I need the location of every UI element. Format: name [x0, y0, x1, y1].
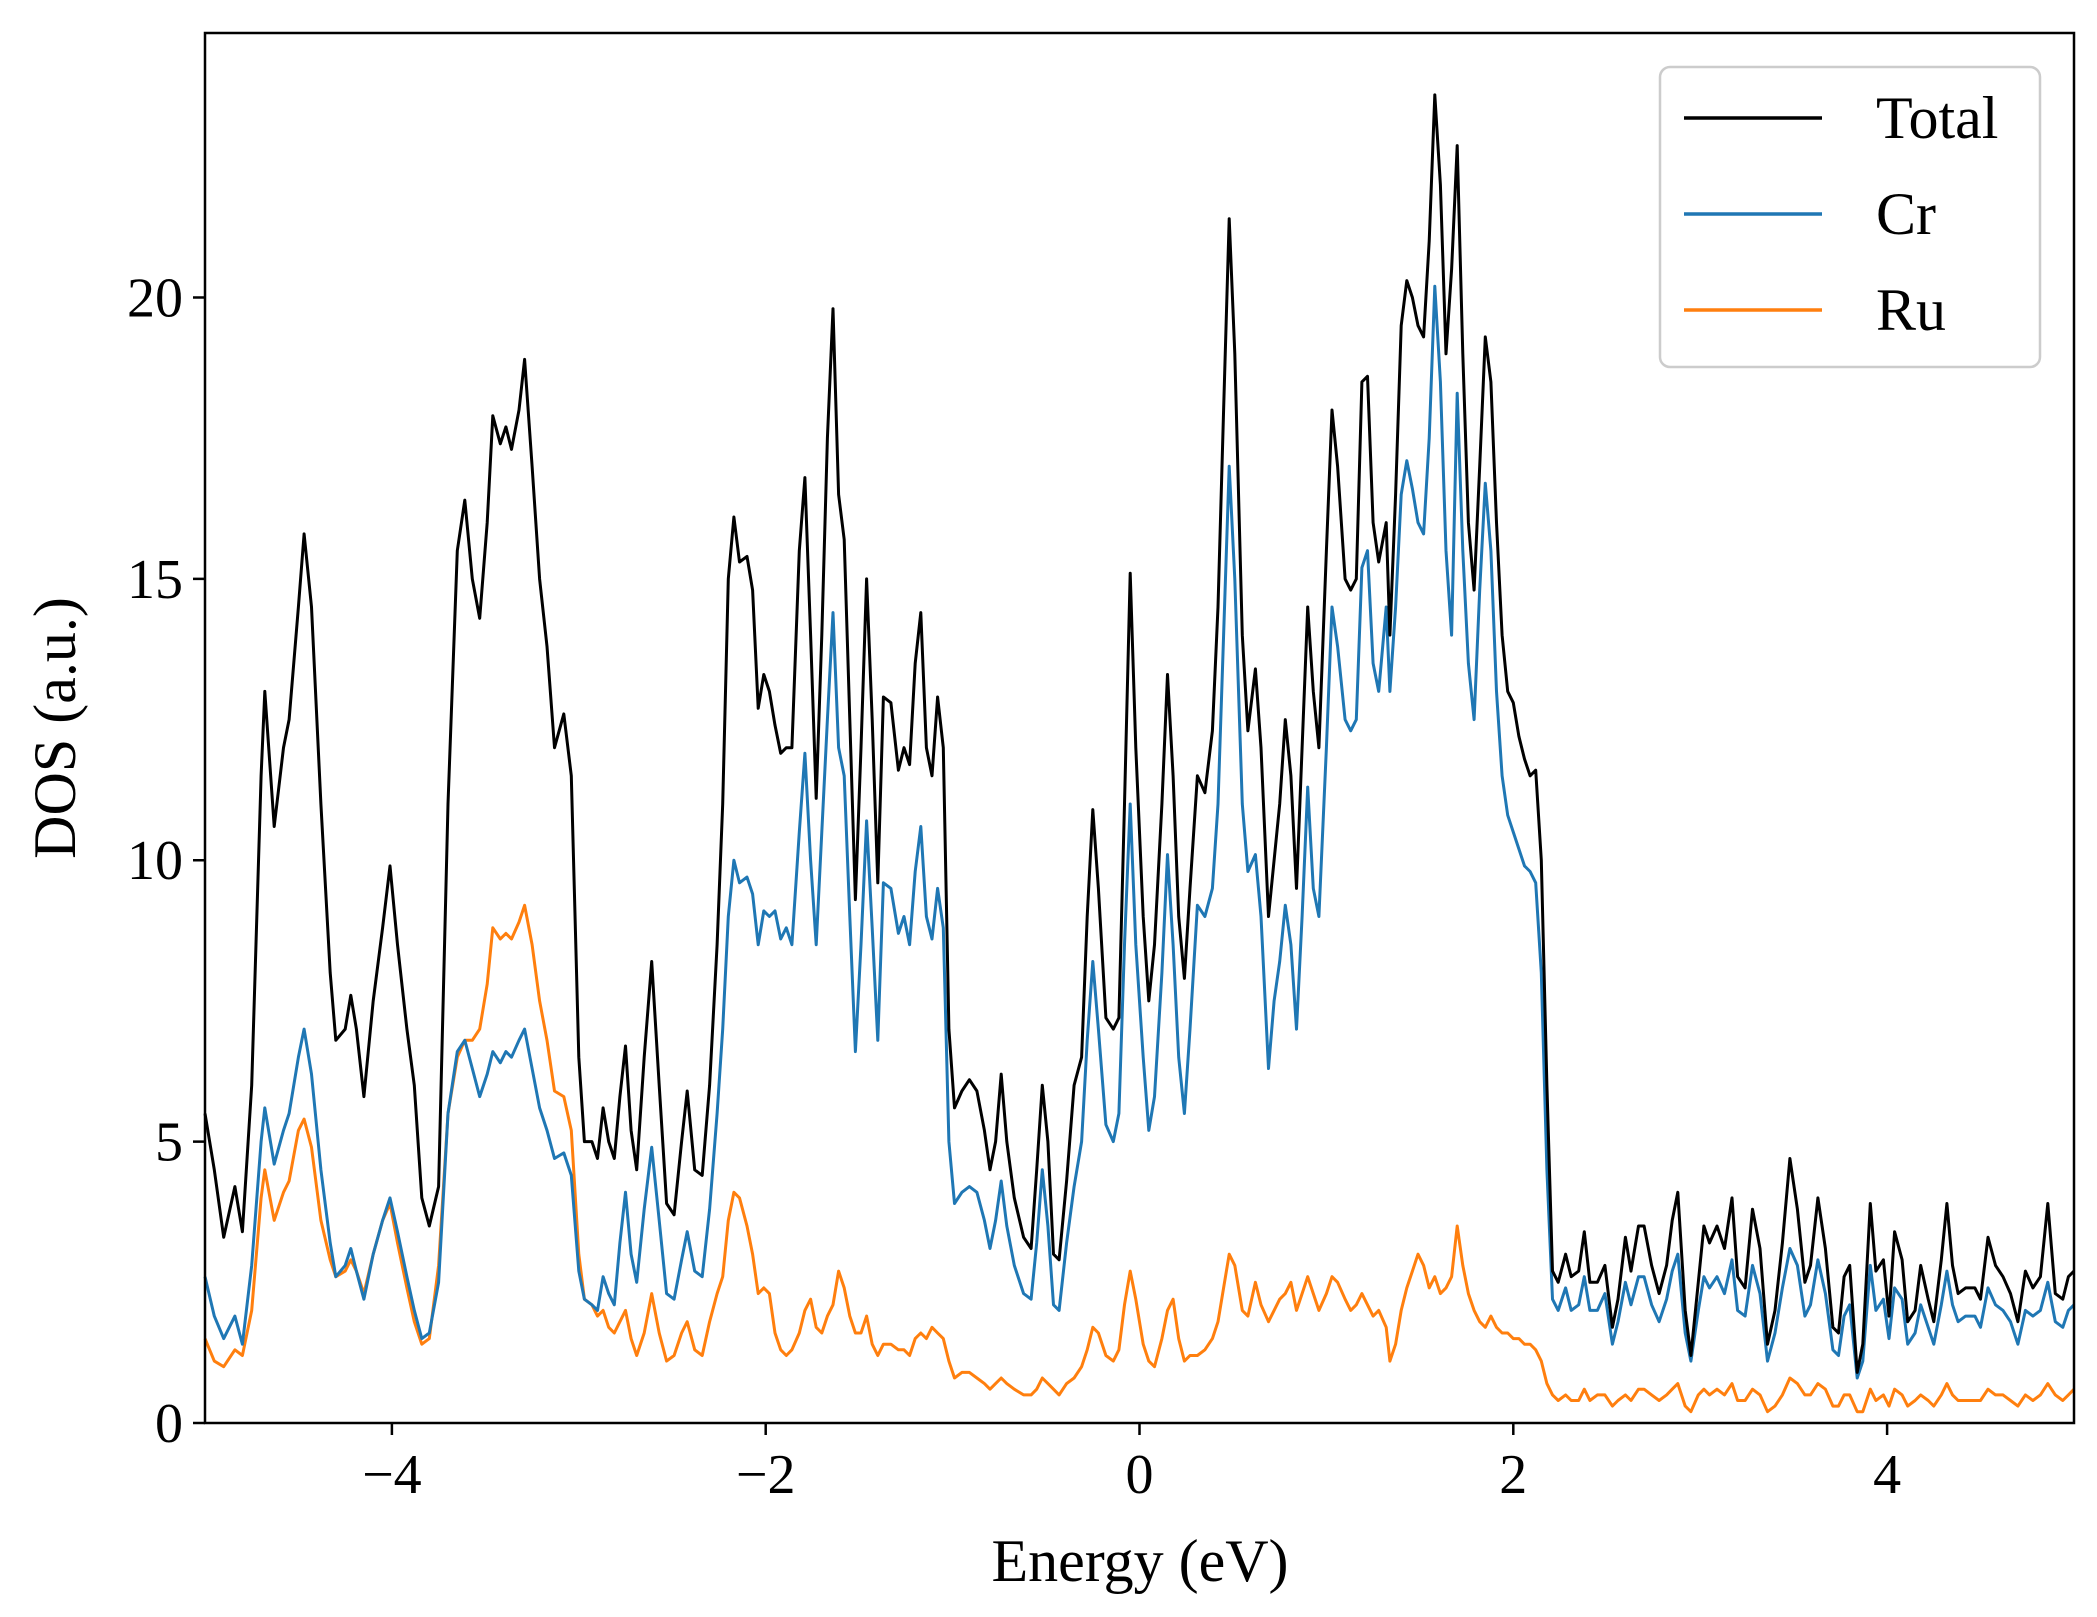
x-tick-label: −2 [736, 1444, 796, 1506]
series-line-total [203, 93, 2076, 1374]
y-tick-label: 10 [127, 830, 183, 892]
series-line-ru [203, 903, 2076, 1414]
x-axis: −4 −2 0 2 4 [362, 1423, 1901, 1506]
y-tick-label: 20 [127, 267, 183, 329]
x-tick-label: 2 [1499, 1444, 1527, 1506]
legend-label-cr: Cr [1876, 181, 1936, 247]
legend-box [1658, 65, 2042, 369]
legend-label-ru: Ru [1876, 277, 1946, 343]
y-axis: 0 5 10 15 20 [127, 267, 205, 1455]
x-tick-label: 0 [1126, 1444, 1154, 1506]
x-tick-label: 4 [1873, 1444, 1901, 1506]
legend-label-total: Total [1876, 85, 1998, 151]
y-axis-label: DOS (a.u.) [22, 597, 88, 859]
y-tick-label: 5 [155, 1112, 183, 1174]
y-tick-label: 15 [127, 549, 183, 611]
x-axis-label: Energy (eV) [991, 1528, 1288, 1594]
x-tick-label: −4 [362, 1444, 422, 1506]
y-tick-label: 0 [155, 1393, 183, 1455]
series-layer [203, 93, 2076, 1414]
series-line-cr [203, 284, 2076, 1380]
legend: Total Cr Ru [1658, 65, 2042, 369]
